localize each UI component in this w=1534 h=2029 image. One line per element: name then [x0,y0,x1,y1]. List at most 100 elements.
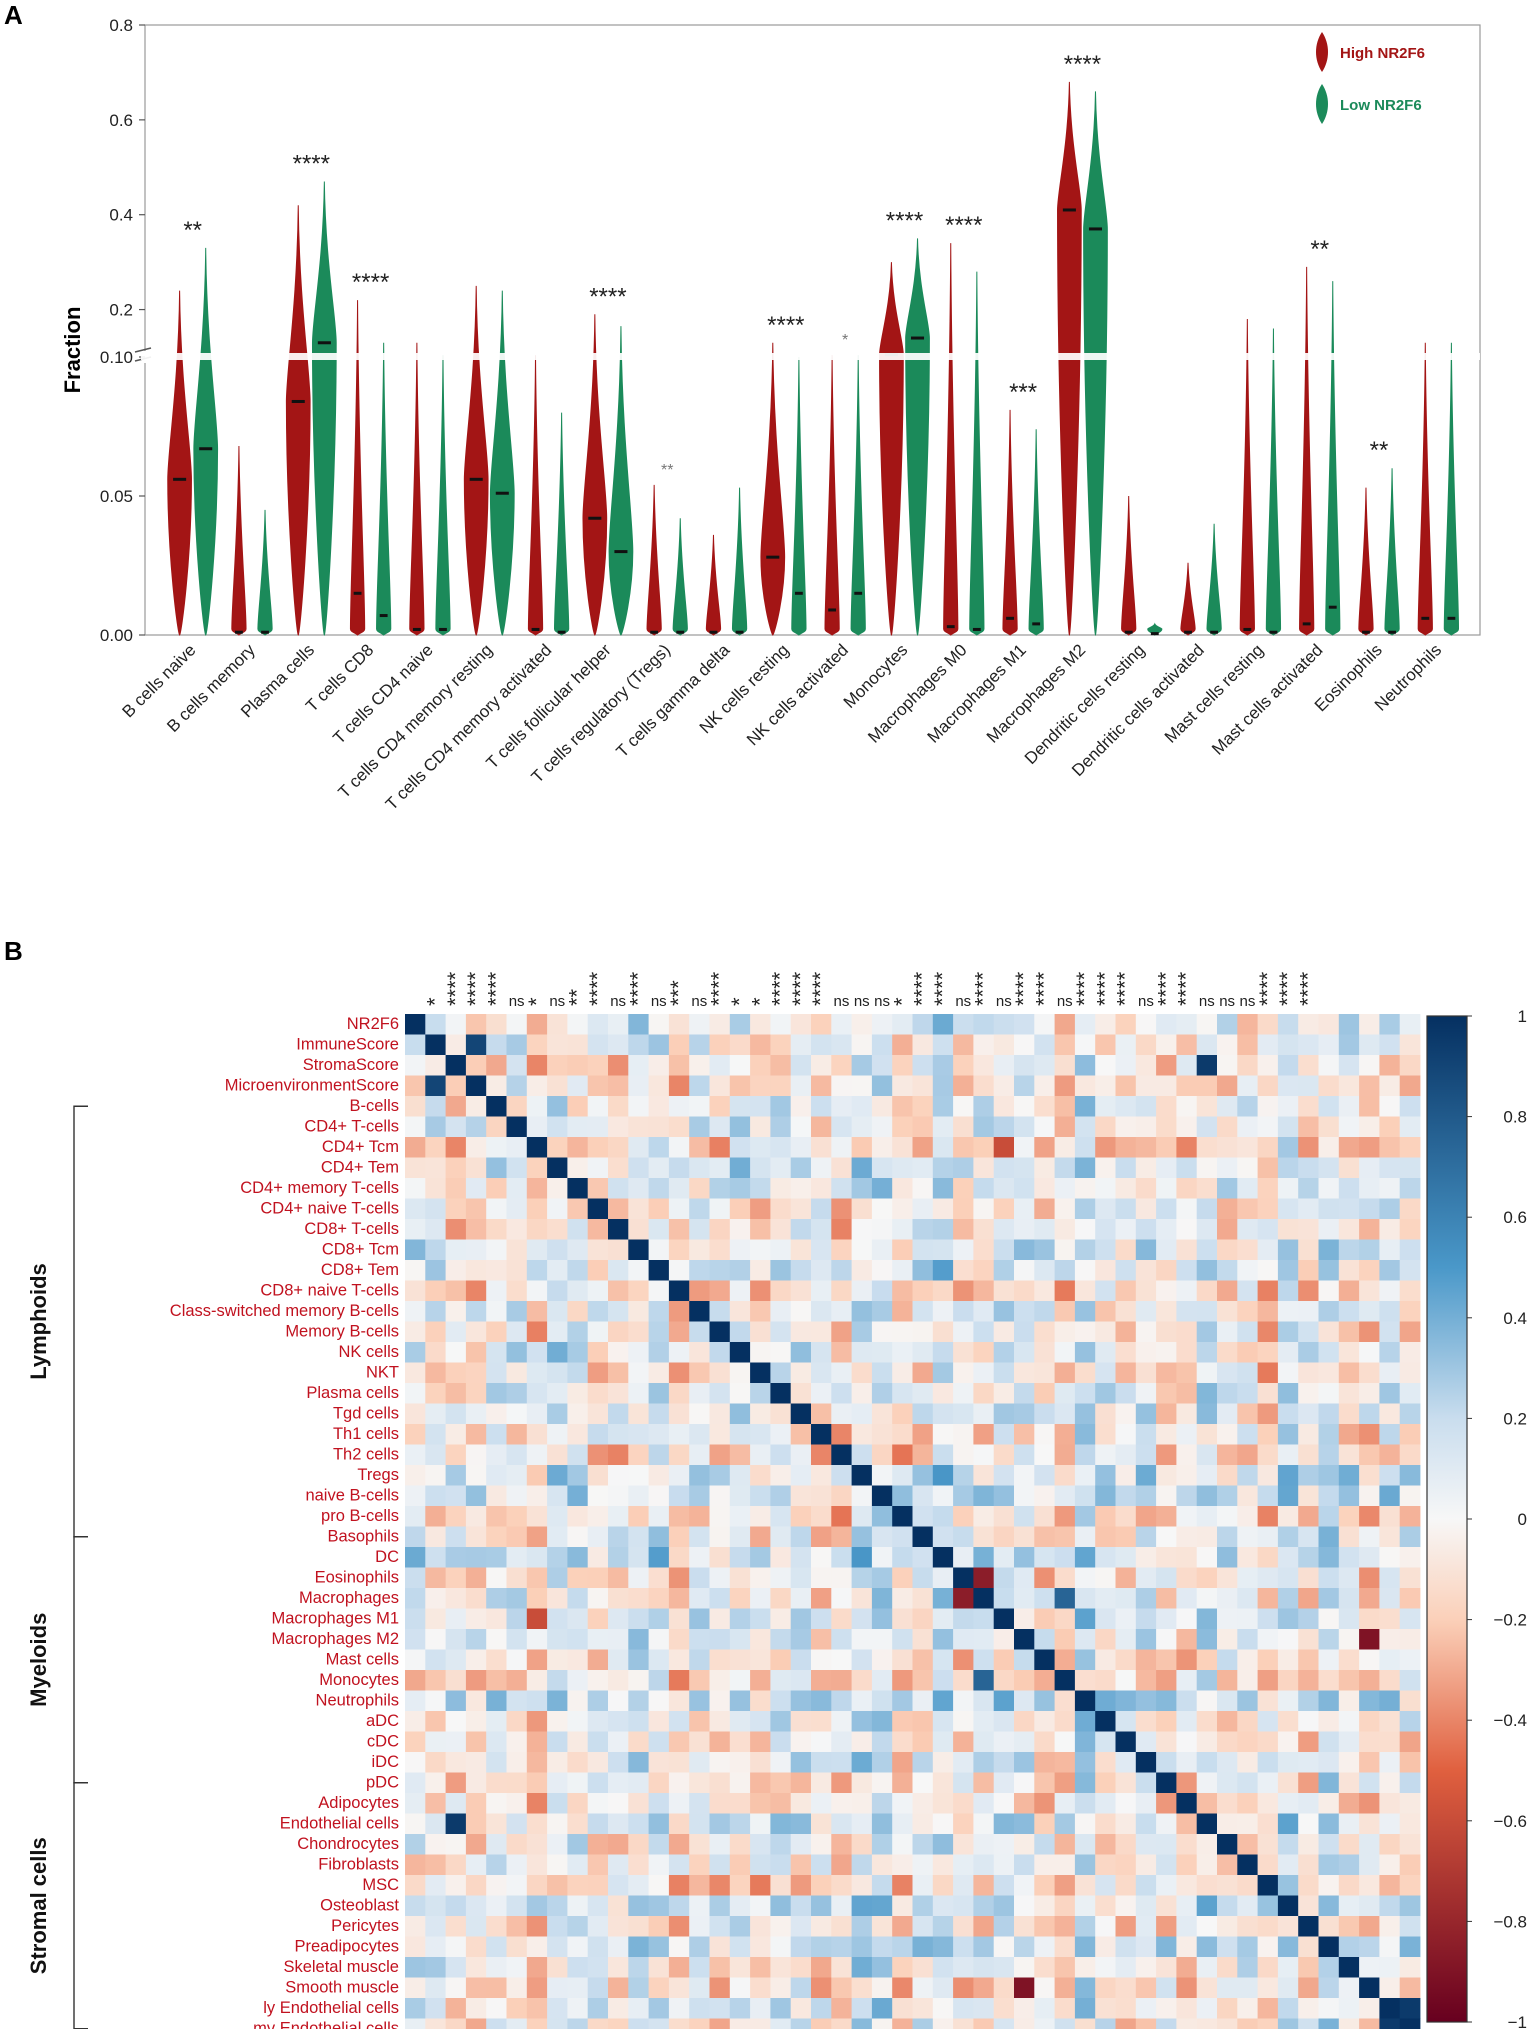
heatmap-cell [506,1670,528,1691]
heatmap-cell [1217,1998,1238,2019]
heatmap-cell [1217,1547,1238,1568]
row-label: B-cells [349,1097,399,1115]
heatmap-cell [506,1424,528,1445]
heatmap-cell [871,1895,893,1917]
heatmap-cell [1034,1137,1055,1158]
heatmap-cell [567,1178,589,1199]
heatmap-cell [668,1157,690,1179]
heatmap-cell [790,1731,812,1753]
heatmap-cell [912,1260,934,1281]
heatmap-cell [709,1137,731,1158]
heatmap-cell [973,1629,995,1650]
heatmap-cell [1359,1526,1380,1548]
heatmap-cell [445,1485,467,1507]
heatmap-cell [851,1608,873,1630]
heatmap-cell [587,1854,609,1876]
heatmap-cell [1338,2018,1360,2029]
heatmap-cell [973,1649,995,1671]
heatmap-cell [1095,1034,1116,1056]
heatmap-cell [973,1260,995,1281]
heatmap-cell [547,1977,568,1999]
heatmap-cell [1074,1444,1096,1466]
heatmap-cell [486,1403,507,1425]
group-label: Myeloids [26,1613,51,1707]
heatmap-cell [506,1280,528,1302]
heatmap-cell [851,1444,873,1466]
heatmap-cell [1399,1834,1421,1855]
heatmap-cell [547,1752,568,1773]
heatmap-cell [1054,1034,1076,1056]
heatmap-cell [1237,1731,1258,1753]
heatmap-cell [445,1670,467,1691]
heatmap-cell [1176,1301,1198,1322]
heatmap-cell [1257,1916,1279,1937]
heatmap-cell [1176,1219,1198,1240]
heatmap-cell [932,1916,954,1937]
heatmap-cell [912,1608,934,1630]
heatmap-cell [831,1506,852,1527]
heatmap-cell [506,1936,528,1958]
colorbar-tick-label: −0.8 [1493,1912,1527,1931]
heatmap-cell [1298,1239,1319,1261]
heatmap-cell [1277,1301,1299,1322]
heatmap-cell [912,1055,934,1076]
heatmap-cell [1095,1588,1116,1609]
heatmap-cell [405,1198,426,1220]
heatmap-cell [1176,1772,1198,1794]
heatmap-cell [1318,1362,1340,1384]
heatmap-cell [1156,1936,1177,1958]
heatmap-cell [932,1731,954,1753]
heatmap-cell [689,1936,710,1958]
heatmap-cell [993,1219,1015,1240]
heatmap-cell [1115,1711,1137,1732]
heatmap-cell [1156,1178,1177,1199]
heatmap-cell [465,1055,487,1076]
heatmap-cell [709,1362,731,1384]
heatmap-cell [1095,1875,1116,1896]
heatmap-cell [993,1793,1015,1814]
heatmap-cell [1399,1362,1421,1384]
heatmap-cell [1257,1690,1279,1712]
heatmap-cell [648,1239,670,1261]
heatmap-cell [1135,1034,1157,1056]
heatmap-cell [1318,1116,1340,1138]
heatmap-cell [811,1731,832,1753]
heatmap-cell [445,1403,467,1425]
heatmap-cell [1014,1075,1035,1097]
y-tick-label: 0.05 [100,487,133,506]
heatmap-cell [1237,1239,1258,1261]
heatmap-cell [1034,1854,1055,1876]
heatmap-cell [831,1157,852,1179]
heatmap-cell [831,1362,852,1384]
x-tick-label: Macrophages M0 [864,640,970,746]
heatmap-cell [871,1198,893,1220]
heatmap-cell [486,1649,507,1671]
heatmap-cell [831,1239,852,1261]
heatmap-cell [1277,1916,1299,1937]
heatmap-cell [1298,1895,1319,1917]
row-label: DC [375,1548,399,1566]
heatmap-cell [465,1547,487,1568]
heatmap-cell [1054,1301,1076,1322]
heatmap-cell [851,1526,873,1548]
heatmap-cell [1054,1526,1076,1548]
heatmap-cell [648,1834,670,1855]
heatmap-cell [1359,2018,1380,2029]
heatmap-cell [405,1772,426,1794]
heatmap-cell [628,1916,649,1937]
heatmap-cell [547,1731,568,1753]
heatmap-cell [1338,1424,1360,1445]
heatmap-cell [770,1178,792,1199]
heatmap-cell [1379,1096,1401,1117]
heatmap-cell [1135,2018,1157,2029]
heatmap-cell [1338,1813,1360,1835]
heatmap-cell [1338,1137,1360,1158]
heatmap-cell [506,1793,528,1814]
heatmap-cell [709,1772,731,1794]
heatmap-cell [932,1239,954,1261]
heatmap-cell [790,1321,812,1343]
heatmap-cell [871,1567,893,1589]
heatmap-cell [892,1157,913,1179]
heatmap-cell [1054,1752,1076,1773]
heatmap-cell [932,1403,954,1425]
